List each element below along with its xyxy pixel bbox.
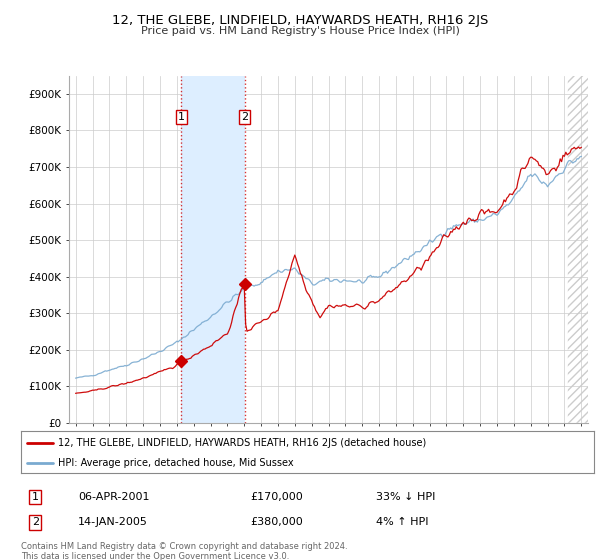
Text: 33% ↓ HPI: 33% ↓ HPI — [376, 492, 436, 502]
Text: 2: 2 — [241, 112, 248, 122]
Bar — [181, 76, 245, 423]
Text: 14-JAN-2005: 14-JAN-2005 — [79, 517, 148, 527]
Text: 2: 2 — [32, 517, 39, 527]
Text: 12, THE GLEBE, LINDFIELD, HAYWARDS HEATH, RH16 2JS (detached house): 12, THE GLEBE, LINDFIELD, HAYWARDS HEATH… — [58, 438, 427, 448]
Text: 06-APR-2001: 06-APR-2001 — [79, 492, 150, 502]
Text: 1: 1 — [178, 112, 185, 122]
Text: Contains HM Land Registry data © Crown copyright and database right 2024.
This d: Contains HM Land Registry data © Crown c… — [21, 542, 347, 560]
Text: £170,000: £170,000 — [250, 492, 303, 502]
Text: Price paid vs. HM Land Registry's House Price Index (HPI): Price paid vs. HM Land Registry's House … — [140, 26, 460, 36]
Text: £380,000: £380,000 — [250, 517, 303, 527]
Text: 12, THE GLEBE, LINDFIELD, HAYWARDS HEATH, RH16 2JS: 12, THE GLEBE, LINDFIELD, HAYWARDS HEATH… — [112, 14, 488, 27]
Text: HPI: Average price, detached house, Mid Sussex: HPI: Average price, detached house, Mid … — [58, 458, 294, 468]
Text: 1: 1 — [32, 492, 39, 502]
Text: 4% ↑ HPI: 4% ↑ HPI — [376, 517, 429, 527]
